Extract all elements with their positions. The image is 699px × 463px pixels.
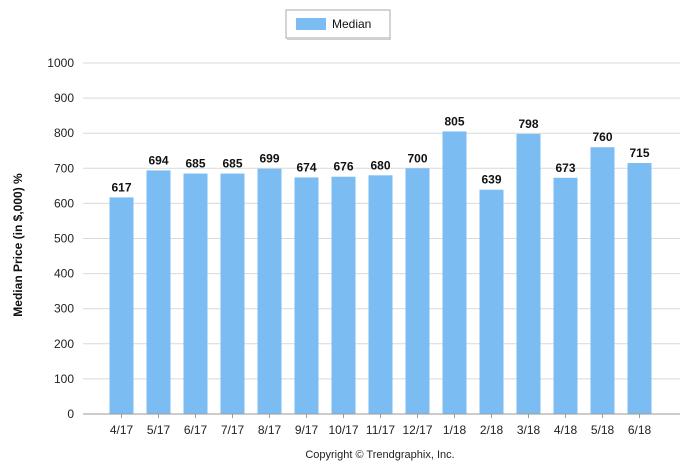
legend: Median (285, 9, 391, 40)
bar-series-median: 617 694 685 685 699 674 676 680 700 805 639 798 673 7… (109, 114, 652, 415)
bar-4-17 (109, 197, 134, 414)
x-tick-label: 7/17 (221, 423, 245, 437)
y-tick-label: 0 (67, 407, 74, 421)
data-label: 694 (148, 153, 168, 167)
bar-10-17 (331, 176, 356, 414)
data-label: 715 (629, 146, 649, 160)
data-label: 673 (555, 161, 575, 175)
data-label: 685 (185, 157, 205, 171)
bar-5-17 (146, 170, 171, 414)
x-tick-label: 8/17 (258, 423, 282, 437)
x-tick-label: 5/17 (147, 423, 171, 437)
bar-7-17 (220, 173, 245, 414)
x-tick-label: 11/17 (366, 423, 395, 437)
y-axis-ticks: 0 100 200 300 400 500 600 700 800 900 1000 (47, 56, 74, 421)
data-label: 685 (222, 157, 242, 171)
y-tick-label: 100 (54, 372, 74, 386)
bar-1-18 (442, 131, 467, 414)
y-tick-label: 500 (54, 232, 74, 246)
legend-swatch-median (296, 18, 326, 30)
x-tick-label: 10/17 (328, 423, 358, 437)
y-tick-label: 400 (54, 267, 74, 281)
data-label: 700 (407, 151, 427, 165)
x-tick-label: 6/17 (184, 423, 208, 437)
y-tick-label: 800 (54, 126, 74, 140)
bar-4-18 (553, 177, 578, 414)
bar-9-17 (294, 177, 319, 414)
bar-2-18 (479, 189, 504, 414)
data-label: 639 (481, 173, 501, 187)
y-tick-label: 700 (54, 161, 74, 175)
bar-12-17 (405, 168, 430, 414)
x-tick-label: 5/18 (591, 423, 615, 437)
x-tick-label: 6/18 (628, 423, 652, 437)
legend-label-median: Median (332, 17, 371, 31)
x-tick-label: 9/17 (295, 423, 319, 437)
data-label: 617 (111, 180, 131, 194)
copyright-text: Copyright © Trendgraphix, Inc. (305, 449, 454, 461)
y-tick-label: 600 (54, 196, 74, 210)
y-tick-label: 900 (54, 91, 74, 105)
data-label: 676 (333, 160, 353, 174)
bar-6-18 (627, 163, 652, 414)
data-label: 798 (518, 117, 538, 131)
data-label: 680 (370, 158, 390, 172)
data-label: 699 (259, 152, 279, 166)
x-tick-label: 2/18 (480, 423, 504, 437)
y-tick-label: 200 (54, 337, 74, 351)
y-axis-title: Median Price (in $,000) % (11, 173, 25, 317)
bar-8-17 (257, 168, 282, 414)
data-label: 805 (444, 114, 464, 128)
x-tick-label: 4/17 (110, 423, 134, 437)
bar-11-17 (368, 175, 393, 414)
bar-3-18 (516, 133, 541, 415)
data-label: 760 (592, 130, 612, 144)
x-tick-label: 4/18 (554, 423, 578, 437)
data-label: 674 (296, 160, 316, 174)
bar-5-18 (590, 147, 615, 415)
x-axis-ticks: 4/17 5/17 6/17 7/17 8/17 9/17 10/17 11/17 12/17 1… (110, 414, 652, 437)
x-tick-label: 3/18 (517, 423, 541, 437)
y-tick-label: 1000 (47, 56, 74, 70)
x-tick-label: 1/18 (443, 423, 467, 437)
y-tick-label: 300 (54, 302, 74, 316)
x-tick-label: 12/17 (402, 423, 432, 437)
bar-6-17 (183, 173, 208, 414)
